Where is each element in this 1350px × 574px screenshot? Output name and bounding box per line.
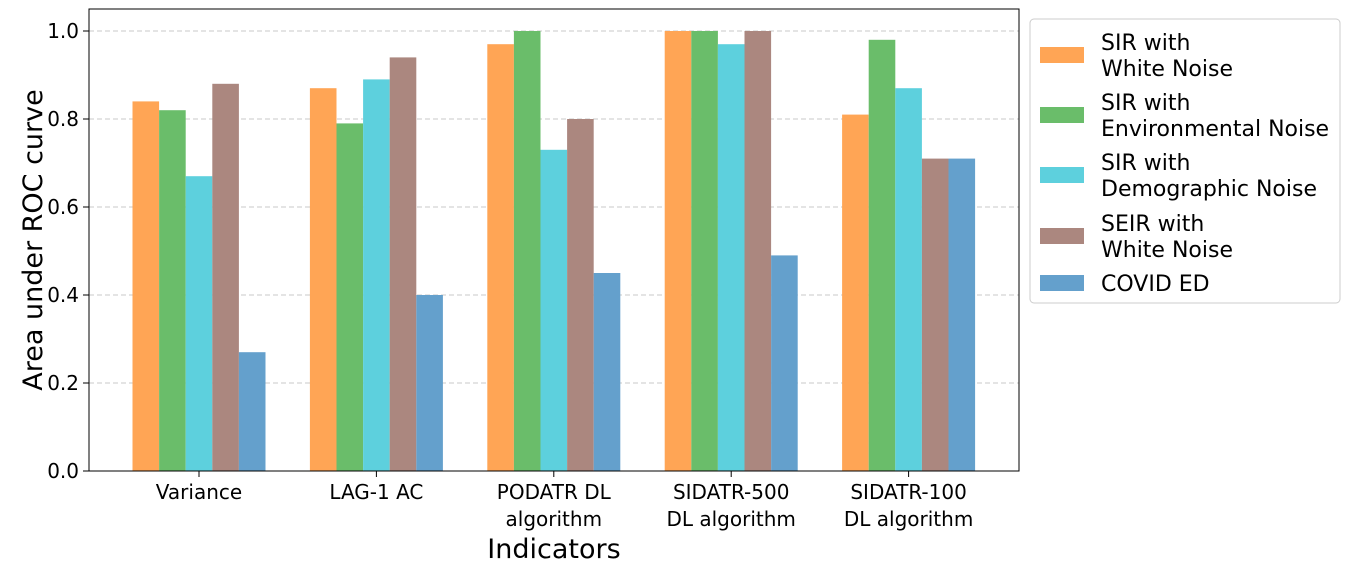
bar: [513, 31, 541, 471]
bar: [895, 88, 922, 471]
bar: [717, 44, 745, 471]
y-tick-label: 0.8: [47, 107, 79, 131]
y-tick-label: 0.4: [47, 283, 79, 307]
x-tick-label: DL algorithm: [666, 507, 795, 531]
y-axis-title: Area under ROC curve: [18, 89, 49, 390]
bar: [921, 158, 949, 471]
bar: [389, 57, 417, 472]
bar: [744, 31, 772, 471]
bar: [159, 110, 186, 471]
legend-label: SIR with: [1101, 31, 1190, 56]
y-tick-label: 0.2: [47, 371, 79, 395]
bar: [309, 88, 337, 471]
x-tick-label: SIDATR-500: [673, 480, 789, 504]
bar: [363, 79, 390, 472]
bar: [487, 44, 514, 471]
bar: [238, 352, 266, 471]
bar: [664, 31, 692, 471]
bar: [132, 101, 160, 472]
legend-label: White Noise: [1101, 57, 1233, 82]
bar: [593, 273, 621, 471]
legend-label: SIR with: [1101, 91, 1190, 116]
legend-swatch: [1040, 228, 1084, 244]
x-axis: Variance LAG-1 AC PODATR DL algorithm SIDATR…: [156, 471, 973, 531]
bar: [691, 31, 718, 471]
legend-swatch: [1040, 107, 1084, 123]
bar: [842, 114, 869, 471]
y-tick-label: 1.0: [47, 19, 79, 43]
bar: [567, 119, 594, 471]
x-axis-title: Indicators: [487, 534, 620, 565]
x-tick-label: LAG-1 AC: [329, 480, 423, 504]
bar: [868, 39, 896, 472]
x-tick-label: Variance: [156, 480, 242, 504]
legend-label: Demographic Noise: [1101, 177, 1317, 202]
bar: [185, 176, 213, 471]
legend-swatch: [1040, 167, 1084, 183]
bar: [336, 123, 364, 472]
bar: [212, 83, 239, 472]
bar: [416, 295, 443, 471]
legend-label: SIR with: [1101, 151, 1190, 176]
legend-swatch: [1040, 47, 1084, 63]
bar: [948, 158, 976, 471]
y-tick-label: 0.6: [47, 195, 79, 219]
y-axis: 0.0 0.2 0.4 0.6 0.8 1.0: [47, 19, 89, 483]
legend-label: SEIR with: [1101, 212, 1204, 237]
y-tick-label: 0.0: [47, 459, 79, 483]
bars: [132, 31, 976, 472]
legend-swatch: [1040, 275, 1084, 291]
legend-frame: [1029, 18, 1341, 304]
bar: [771, 255, 798, 471]
x-tick-label: PODATR DL: [497, 480, 612, 504]
x-tick-label: algorithm: [506, 507, 603, 531]
legend-label: COVID ED: [1101, 272, 1210, 297]
bar: [540, 149, 568, 472]
legend-label: White Noise: [1101, 238, 1233, 263]
x-tick-label: SIDATR-100: [850, 480, 966, 504]
x-tick-label: DL algorithm: [844, 507, 973, 531]
legend-label: Environmental Noise: [1101, 117, 1329, 142]
